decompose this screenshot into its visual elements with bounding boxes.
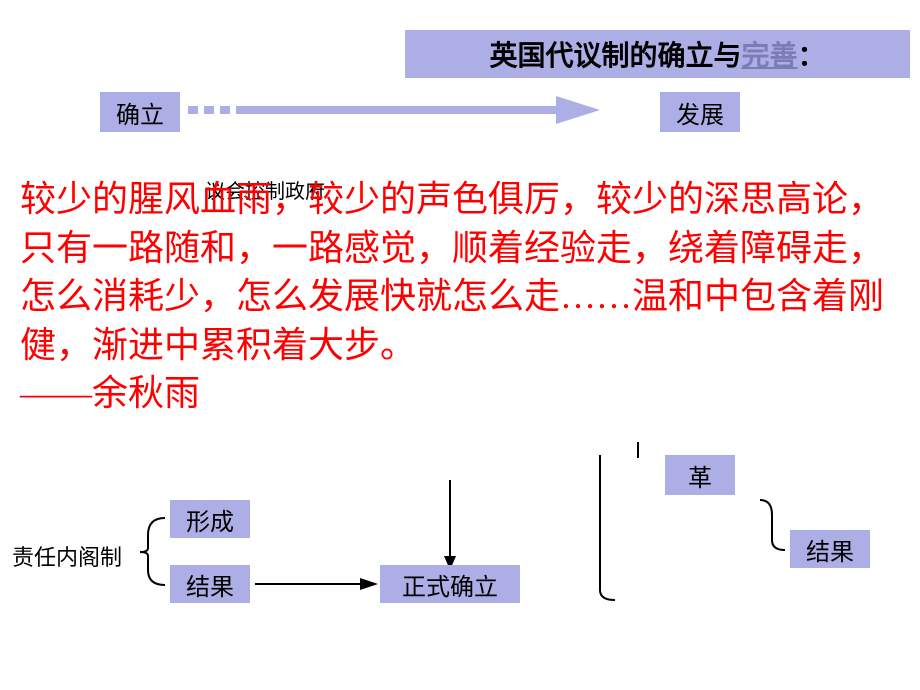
arrow-shaft bbox=[236, 106, 556, 114]
node-develop-label: 发展 bbox=[676, 95, 724, 130]
node-reform: 革 bbox=[665, 455, 735, 495]
node-form: 形成 bbox=[170, 500, 250, 538]
label-cabinet: 责任内阁制 bbox=[12, 540, 122, 572]
connector-right-curve bbox=[600, 455, 615, 600]
node-result-right: 结果 bbox=[790, 530, 870, 568]
node-formal-establish-label: 正式确立 bbox=[402, 567, 498, 602]
arrow-dash bbox=[188, 106, 198, 114]
node-result-left: 结果 bbox=[170, 565, 250, 603]
node-form-label: 形成 bbox=[186, 502, 234, 537]
node-reform-label: 革 bbox=[688, 458, 712, 493]
title-box: 英国代议制的确立与完善： bbox=[405, 30, 910, 78]
node-result-left-label: 结果 bbox=[186, 567, 234, 602]
node-develop: 发展 bbox=[660, 92, 740, 132]
node-establish-label: 确立 bbox=[116, 95, 164, 130]
arrow-dash bbox=[220, 106, 230, 114]
bracket-left bbox=[140, 518, 165, 585]
quote-body: 较少的腥风血雨，较少的声色俱厉，较少的深思高论，只有一路随和，一路感觉，顺着经验… bbox=[20, 179, 884, 365]
title-link: 完善 bbox=[741, 41, 797, 72]
quote-author: ——余秋雨 bbox=[20, 373, 200, 413]
title-prefix: 英国代议制的确立与 bbox=[489, 41, 741, 72]
bracket-right bbox=[760, 500, 785, 550]
title-suffix: ： bbox=[798, 41, 826, 72]
arrow-head bbox=[556, 96, 600, 124]
arrow-dash bbox=[204, 106, 214, 114]
node-formal-establish: 正式确立 bbox=[380, 565, 520, 603]
quote-overlay: 较少的腥风血雨，较少的声色俱厉，较少的深思高论，只有一路随和，一路感觉，顺着经验… bbox=[20, 175, 900, 418]
arrow-result-formal-head bbox=[360, 578, 378, 590]
node-establish: 确立 bbox=[100, 92, 180, 132]
node-result-right-label: 结果 bbox=[806, 532, 854, 567]
